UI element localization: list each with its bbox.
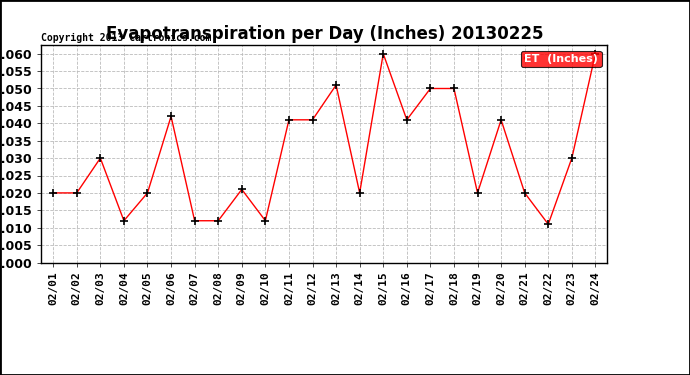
Title: Evapotranspiration per Day (Inches) 20130225: Evapotranspiration per Day (Inches) 2013… (106, 26, 543, 44)
Legend: ET  (Inches): ET (Inches) (521, 51, 602, 67)
Text: Copyright 2013 Cartronics.com: Copyright 2013 Cartronics.com (41, 33, 212, 43)
